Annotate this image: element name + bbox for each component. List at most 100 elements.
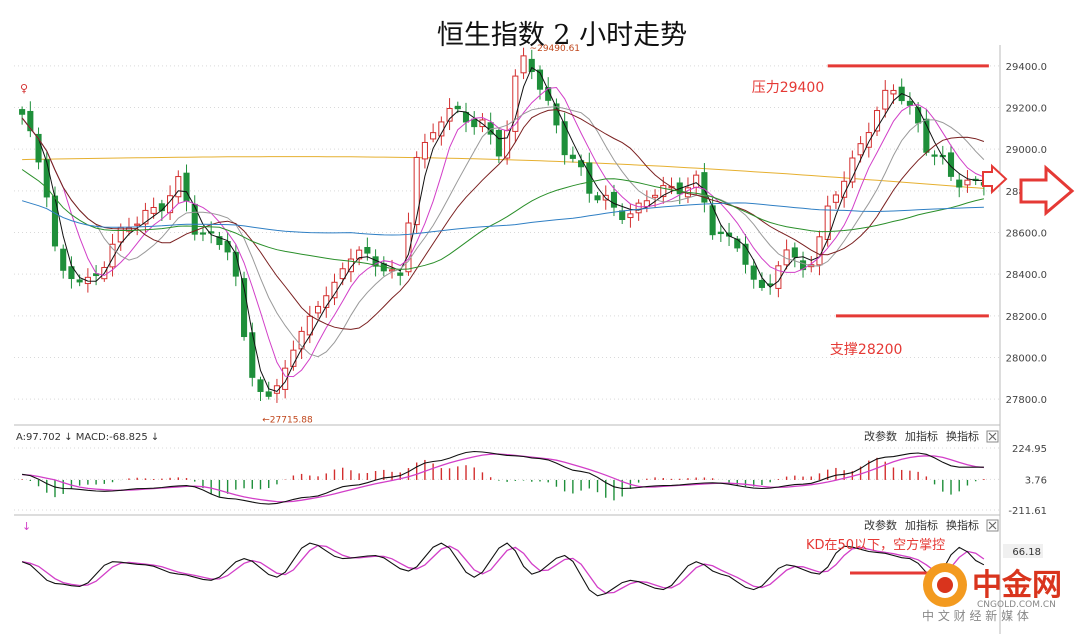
ma250-layer <box>22 156 984 189</box>
candle-down <box>536 69 544 90</box>
y-tick-label: 27800.0 <box>1006 395 1047 406</box>
candle-down <box>68 266 75 280</box>
ma-line-ma10 <box>21 86 985 378</box>
candle-up <box>635 202 642 214</box>
y-axis-labels: 29400.029200.029000.028800.028600.028400… <box>1006 62 1047 517</box>
close-box-icon[interactable] <box>986 519 999 532</box>
candle-up <box>775 265 782 289</box>
marker-icon: ♀ <box>20 82 28 95</box>
candle-up <box>413 156 420 226</box>
macd-tick-label: 3.76 <box>1025 475 1047 486</box>
candle-up <box>832 194 839 203</box>
resistance-label: 压力29400 <box>752 80 825 96</box>
candle-down <box>906 100 913 106</box>
candle-down <box>545 87 552 101</box>
candle-up <box>890 89 897 95</box>
candle-down <box>454 105 461 110</box>
macd-toolbar: 改参数 加指标 换指标 A:97.702 ↓ MACD:-68.825 ↓ <box>16 429 999 443</box>
candle-up <box>627 213 634 219</box>
toolbar-switch-indicator-button[interactable]: 换指标 <box>946 518 979 532</box>
high-price-label: ~29490.61 <box>530 44 580 54</box>
toolbar-change-params-button[interactable]: 改参数 <box>864 429 897 443</box>
kd-value-label: 66.18 <box>1012 547 1041 558</box>
candle-up <box>339 268 346 280</box>
macd-dif-line <box>22 450 984 505</box>
candle-down <box>257 379 264 392</box>
candle-down <box>717 231 724 235</box>
watermark-domain: CNGOLD.COM.CN <box>977 600 1056 610</box>
ma-line-ma20 <box>21 106 985 358</box>
moving-averages <box>21 66 985 392</box>
candle-down <box>19 109 26 115</box>
candle-down <box>265 391 272 397</box>
candle-down <box>931 154 938 157</box>
candle-down <box>799 260 807 271</box>
candle-up <box>652 194 659 198</box>
y-tick-label: 29400.0 <box>1006 62 1047 73</box>
candle-down <box>364 246 371 254</box>
candle-down <box>27 110 34 132</box>
kd-toolbar: 改参数 加指标 换指标 ↓ 66.18 KD在50以下，空方掌控 <box>22 518 1043 575</box>
ma-line-ma250 <box>22 156 984 189</box>
y-tick-label: 29000.0 <box>1006 145 1047 156</box>
support-label: 支撑28200 <box>830 342 903 358</box>
candle-down <box>60 248 67 271</box>
toolbar-add-indicator-button[interactable]: 加指标 <box>905 518 938 532</box>
candle-down <box>610 191 618 208</box>
candle-down <box>208 231 215 234</box>
candle-down <box>43 159 50 198</box>
ma-line-ma120 <box>21 200 984 236</box>
candle-down <box>528 58 535 73</box>
ma-line-ma5 <box>21 66 984 392</box>
macd-dea-line <box>22 453 984 503</box>
candle-up <box>512 75 519 132</box>
candle-up <box>693 174 700 188</box>
candle-down <box>51 195 59 247</box>
candle-down <box>947 152 955 177</box>
candle-down <box>791 247 798 258</box>
toolbar-add-indicator-button[interactable]: 加指标 <box>905 429 938 443</box>
candle-up <box>865 132 872 148</box>
down-arrow-icon: ↓ <box>22 520 31 533</box>
candle-up <box>873 110 881 132</box>
candle-down <box>35 133 42 163</box>
candle-up <box>125 227 133 232</box>
toolbar-change-params-button[interactable]: 改参数 <box>864 518 897 532</box>
candle-up <box>142 209 149 225</box>
candle-up <box>430 132 437 140</box>
candle-up <box>117 226 124 243</box>
candle-up <box>421 141 428 160</box>
chart-title: 恒生指数 2 小时走势 <box>437 20 687 51</box>
candle-up <box>405 222 412 273</box>
candle-down <box>216 236 223 246</box>
macd-tick-label: -211.61 <box>1008 506 1047 517</box>
kd-value-box <box>1003 544 1043 558</box>
y-tick-label: 29200.0 <box>1006 104 1047 115</box>
candle-down <box>758 279 765 288</box>
candle-down <box>742 243 749 265</box>
close-box-icon[interactable] <box>986 430 999 443</box>
y-tick-label: 28400.0 <box>1006 270 1047 281</box>
kd-panel <box>21 542 985 597</box>
candle-down <box>956 179 963 188</box>
candle-up <box>816 236 823 266</box>
candle-up <box>882 89 889 110</box>
macd-panel <box>21 450 985 505</box>
ma-line-ma30 <box>21 109 985 330</box>
candle-up <box>175 176 182 198</box>
candle-up <box>134 223 141 226</box>
candle-up <box>520 55 527 74</box>
toolbar-switch-indicator-button[interactable]: 换指标 <box>946 429 979 443</box>
candle-up <box>282 367 289 390</box>
candle-up <box>323 295 330 308</box>
candle-up <box>150 206 157 214</box>
macd-tick-label: 224.95 <box>1012 444 1047 455</box>
candle-down <box>495 129 502 157</box>
macd-header: A:97.702 ↓ MACD:-68.825 ↓ <box>16 432 159 443</box>
kd-d-line <box>21 544 985 594</box>
candle-up <box>273 385 280 394</box>
candle-down <box>569 154 576 159</box>
kd-annotation: KD在50以下，空方掌控 <box>806 537 945 553</box>
candle-down <box>553 103 560 126</box>
